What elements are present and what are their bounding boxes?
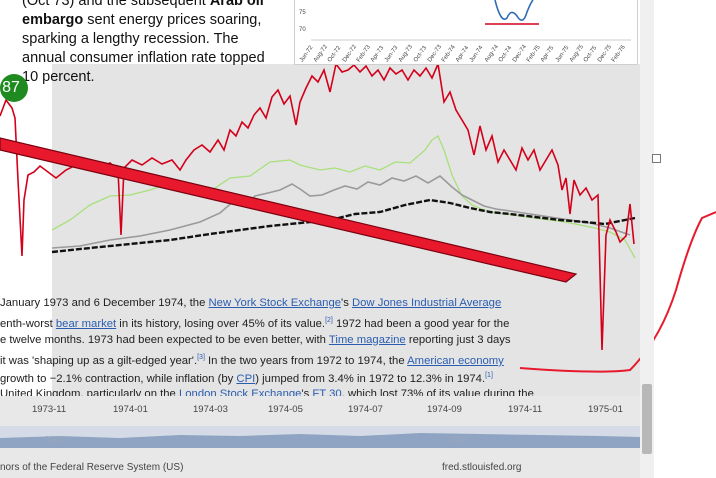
date-tick-label: 1974-05 bbox=[268, 404, 303, 415]
citation-ref[interactable]: [3] bbox=[197, 353, 205, 361]
resize-handle[interactable] bbox=[652, 154, 661, 163]
link-time-magazine[interactable]: Time magazine bbox=[328, 333, 406, 346]
intro-bold-text: Arab oil bbox=[209, 0, 264, 9]
date-tick-label: 1973-11 bbox=[32, 404, 67, 415]
text-span: enth-worst bbox=[0, 318, 56, 331]
text-span: In the two years from 1972 to 1974, the bbox=[204, 354, 408, 367]
date-tick-label: 1975-01 bbox=[588, 404, 623, 415]
intro-line: sparking a lengthy recession. The bbox=[22, 31, 239, 47]
date-tick-label: 1974-01 bbox=[113, 404, 148, 415]
text-span: it was 'shaping up as a gilt-edged year'… bbox=[0, 354, 198, 367]
link-cpi[interactable]: CPI bbox=[236, 372, 256, 385]
link-nyse[interactable]: New York Stock Exchange bbox=[208, 297, 342, 309]
intro-line: annual consumer inflation rate topped bbox=[22, 50, 265, 66]
inset-blue-series bbox=[494, 0, 534, 21]
text-span: ) jumped from 3.4% in 1972 to 12.3% in 1… bbox=[255, 372, 486, 385]
inset-ytick: 75 bbox=[299, 10, 306, 16]
red-arrow-annotation bbox=[0, 137, 578, 283]
text-span: January 1973 and 6 December 1974, the bbox=[0, 297, 209, 309]
text-span: in its history, losing over 45% of its v… bbox=[116, 318, 326, 331]
text-span: growth to −2.1% contraction, while infla… bbox=[0, 372, 237, 385]
scrollbar-track[interactable] bbox=[640, 0, 654, 478]
text-span: 's bbox=[301, 388, 313, 401]
navigator-area bbox=[0, 433, 640, 448]
link-dow-jones[interactable]: Dow Jones Industrial Average bbox=[351, 297, 502, 309]
inset-plot bbox=[311, 0, 631, 41]
date-tick-label: 1974-11 bbox=[508, 404, 543, 415]
green-series-line bbox=[51, 135, 636, 259]
article-text: January 1973 and 6 December 1974, the Ne… bbox=[0, 294, 640, 404]
range-navigator[interactable]: 2000 2010 bbox=[0, 422, 640, 452]
text-span: reporting just 3 days bbox=[405, 333, 511, 346]
navigator-year-label: 2010 bbox=[450, 435, 468, 444]
date-tick-label: 1974-07 bbox=[348, 404, 383, 415]
number-badge: 87 bbox=[0, 74, 28, 102]
red-series-line bbox=[0, 61, 635, 351]
link-bear-market[interactable]: bear market bbox=[55, 318, 117, 331]
source-credit: nors of the Federal Reserve System (US) bbox=[0, 462, 184, 473]
text-span: e twelve months. 1973 had been expected … bbox=[0, 333, 329, 346]
inset-chart: 75 70 Jun-72 Aug-72 Oct-72 Dec-72 Feb-73 Apr-… bbox=[294, 0, 638, 65]
scrollbar-thumb[interactable] bbox=[642, 384, 652, 454]
date-tick-label: 1974-09 bbox=[427, 404, 462, 415]
intro-text-block: (Oct 73) and the subsequent Arab oil emb… bbox=[22, 0, 292, 87]
citation-ref[interactable]: [2] bbox=[325, 317, 333, 325]
gray-series-line bbox=[51, 175, 631, 249]
black-series-line bbox=[51, 198, 636, 254]
link-american-economy[interactable]: American economy bbox=[407, 354, 504, 367]
intro-line: 10 percent. bbox=[22, 69, 95, 85]
chart-plot-area bbox=[52, 64, 640, 402]
text-span: 1972 had been a good year for the bbox=[332, 318, 510, 331]
fred-url[interactable]: fred.stlouisfed.org bbox=[442, 462, 522, 473]
intro-line: sent energy prices soaring, bbox=[83, 12, 262, 28]
inset-ytick: 70 bbox=[299, 27, 306, 33]
navigator-year-label: 2000 bbox=[45, 435, 63, 444]
citation-ref[interactable]: [1] bbox=[485, 372, 493, 380]
date-tick-label: 1974-03 bbox=[193, 404, 228, 415]
fred-date-axis: 1973-11 1974-01 1974-03 1974-05 1974-07 … bbox=[0, 396, 640, 478]
intro-bold-text: embargo bbox=[22, 12, 84, 28]
text-span: 's bbox=[341, 297, 352, 309]
hand-drawn-red-curve bbox=[519, 211, 716, 373]
intro-line: (Oct 73) and the subsequent bbox=[22, 0, 210, 9]
